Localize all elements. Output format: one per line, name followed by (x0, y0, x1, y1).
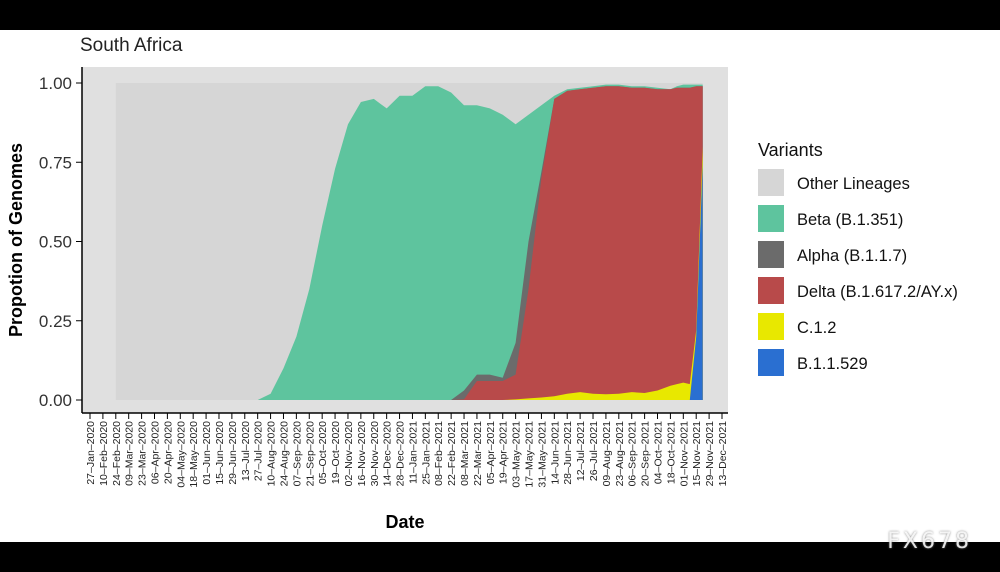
x-tick-label: 04–May–2020 (175, 421, 187, 488)
x-tick-label: 27–Jan–2020 (85, 421, 97, 485)
y-tick-label: 1.00 (39, 74, 72, 93)
legend-swatch (758, 277, 784, 304)
y-tick-label: 0.50 (39, 233, 72, 252)
stacked-area-chart: South Africa 0.00 0.25 0.50 0.75 1.00 27–Jan… (6, 35, 958, 532)
x-tick-label: 19–Apr–2021 (498, 421, 510, 484)
x-tick-label: 10–Feb–2020 (98, 421, 110, 486)
legend-swatch (758, 205, 784, 232)
legend-swatch (758, 169, 784, 196)
chart-title: South Africa (80, 35, 183, 56)
x-tick-label: 18–Oct–2021 (665, 421, 677, 484)
x-tick-label: 04–Oct–2021 (653, 421, 665, 484)
x-tick-label: 05–Oct–2020 (317, 421, 329, 484)
legend: Variants Other Lineages Beta (B.1.351) Alp… (758, 140, 958, 376)
legend-label: B.1.1.529 (797, 355, 868, 373)
x-tick-label: 20–Sep–2021 (640, 421, 652, 487)
x-tick-label: 15–Jun–2020 (214, 421, 226, 485)
legend-swatch (758, 241, 784, 268)
x-tick-label: 28–Jun–2021 (562, 421, 574, 485)
y-axis: 0.00 0.25 0.50 0.75 1.00 (39, 67, 83, 413)
y-tick-label: 0.00 (39, 391, 72, 410)
x-tick-label: 20–Apr–2020 (162, 421, 174, 484)
x-tick-label: 17–May–2021 (524, 421, 536, 488)
x-axis-label: Date (385, 512, 424, 532)
y-axis-label: Propotion of Genomes (6, 143, 26, 337)
y-tick-label: 0.25 (39, 312, 72, 331)
x-tick-label: 08–Mar–2021 (459, 421, 471, 486)
chart-frame: South Africa 0.00 0.25 0.50 0.75 1.00 27–Jan… (0, 30, 1000, 542)
legend-title: Variants (758, 140, 823, 160)
area-layers (115, 83, 703, 400)
x-tick-label: 24–Aug–2020 (279, 421, 291, 487)
x-tick-label: 27–Jul–2020 (253, 421, 265, 481)
legend-label: Alpha (B.1.1.7) (797, 247, 907, 265)
x-tick-label: 05–Apr–2021 (485, 421, 497, 484)
x-tick-label: 10–Aug–2020 (266, 421, 278, 487)
legend-label: C.1.2 (797, 319, 836, 337)
legend-label: Beta (B.1.351) (797, 211, 903, 229)
x-tick-label: 07–Sep–2020 (291, 421, 303, 487)
x-tick-label: 08–Feb–2021 (433, 421, 445, 486)
x-tick-label: 31–May–2021 (536, 421, 548, 488)
legend-label: Delta (B.1.617.2/AY.x) (797, 283, 958, 301)
x-tick-label: 15–Nov–2021 (691, 421, 703, 487)
x-tick-label: 02–Nov–2020 (343, 421, 355, 487)
x-tick-label: 19–Oct–2020 (330, 421, 342, 484)
x-tick-label: 03–May–2021 (511, 421, 523, 488)
x-tick-label: 22–Mar–2021 (472, 421, 484, 486)
watermark: FX678 (887, 529, 972, 554)
x-tick-label: 29–Nov–2021 (704, 421, 716, 487)
x-tick-label: 12–Jul–2021 (575, 421, 587, 481)
x-tick-label: 24–Feb–2020 (111, 421, 123, 486)
x-tick-label: 09–Mar–2020 (124, 421, 136, 486)
legend-swatch (758, 313, 784, 340)
x-tick-label: 14–Dec–2020 (382, 421, 394, 487)
y-tick-label: 0.75 (39, 153, 72, 172)
x-tick-label: 09–Aug–2021 (601, 421, 613, 487)
x-tick-label: 06–Apr–2020 (150, 421, 162, 484)
x-tick-label: 06–Sep–2021 (627, 421, 639, 487)
x-tick-label: 14–Jun–2021 (549, 421, 561, 485)
x-tick-label: 25–Jan–2021 (420, 421, 432, 485)
x-tick-label: 11–Jan–2021 (407, 421, 419, 484)
legend-label: Other Lineages (797, 175, 910, 193)
x-tick-label: 21–Sep–2020 (304, 421, 316, 487)
x-tick-label: 29–Jun–2020 (227, 421, 239, 485)
x-tick-label: 13–Jul–2020 (240, 421, 252, 481)
x-tick-label: 01–Nov–2021 (678, 421, 690, 487)
area-delta (115, 86, 703, 400)
legend-swatch (758, 349, 784, 376)
x-tick-label: 26–Jul–2021 (588, 421, 600, 481)
x-tick-label: 23–Mar–2020 (137, 421, 149, 486)
x-axis: 27–Jan–2020 10–Feb–2020 24–Feb–2020 09–Mar–… (82, 412, 729, 488)
x-tick-label: 22–Feb–2021 (446, 421, 458, 486)
x-tick-label: 18–May–2020 (188, 421, 200, 488)
x-tick-label: 28–Dec–2020 (395, 421, 407, 487)
x-tick-label: 23–Aug–2021 (614, 421, 626, 487)
x-tick-label: 13–Dec–2021 (717, 421, 729, 487)
x-tick-label: 16–Nov–2020 (356, 421, 368, 487)
x-tick-label: 01–Jun–2020 (201, 421, 213, 485)
x-tick-label: 30–Nov–2020 (369, 421, 381, 487)
